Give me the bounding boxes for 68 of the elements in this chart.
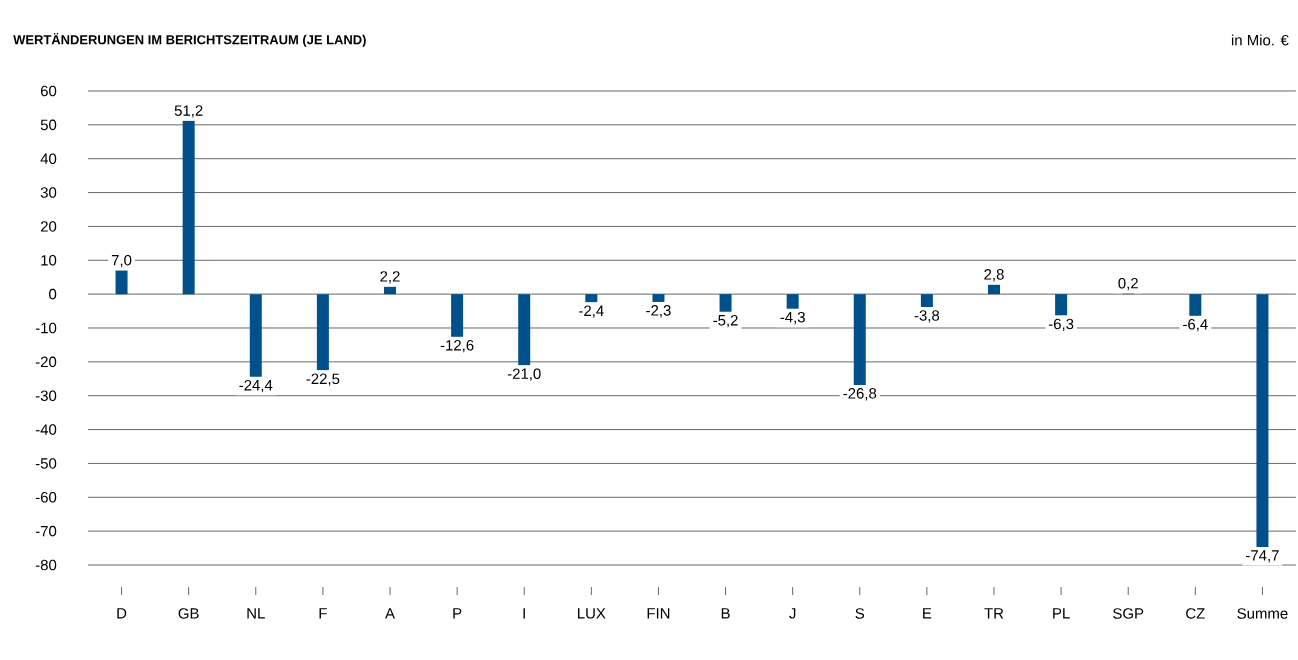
x-tick-label: LUX <box>578 608 606 619</box>
data-label: -6,4 <box>1183 319 1208 332</box>
y-tick-label: -60 <box>35 491 57 503</box>
data-label: -21,0 <box>507 368 541 381</box>
x-tick-label: TR <box>984 608 1004 619</box>
x-tick-label: I <box>523 608 525 619</box>
y-tick-label: -50 <box>35 458 57 469</box>
bar <box>182 120 195 295</box>
bar <box>920 294 933 307</box>
y-tick-label: 60 <box>40 85 57 97</box>
y-tick-label: -80 <box>35 559 57 571</box>
data-label: -24,4 <box>239 379 273 393</box>
data-label: -26,8 <box>843 388 877 401</box>
x-tick-label: A <box>385 608 395 619</box>
data-label: -6,3 <box>1048 318 1074 332</box>
data-label: -12,6 <box>440 339 474 353</box>
y-tick-label: -20 <box>35 356 57 368</box>
y-tick-label: 10 <box>41 254 57 266</box>
bar <box>853 294 866 385</box>
chart-title: WERTÄNDERUNGEN IM BERICHTSZEITRAUM (JE LAND) <box>13 33 366 47</box>
data-label: -3,8 <box>914 310 940 323</box>
y-tick-label: 20 <box>40 221 57 232</box>
data-label: -74,7 <box>1246 550 1279 563</box>
data-label: 51,2 <box>174 105 203 118</box>
x-tick-label: E <box>923 608 932 619</box>
bar <box>786 294 799 309</box>
x-tick-label: P <box>453 608 462 619</box>
y-tick-label: -40 <box>35 424 57 435</box>
y-tick-label: -70 <box>35 525 57 537</box>
x-tick-label: FIN <box>647 608 670 619</box>
data-label: -2,3 <box>646 305 671 318</box>
bar <box>652 294 665 302</box>
bar <box>1256 294 1269 548</box>
bar <box>316 294 329 371</box>
data-label: -22,5 <box>306 373 340 386</box>
y-axis-title: in Mio. € <box>1231 34 1289 46</box>
bar <box>384 286 396 295</box>
data-label: -2,4 <box>579 305 604 318</box>
data-label: 7,0 <box>111 254 132 268</box>
y-tick-label: 0 <box>49 288 57 300</box>
bar <box>518 294 531 366</box>
x-tick-label: CZ <box>1186 608 1205 619</box>
x-tick-label: F <box>319 608 327 619</box>
x-tick-label: D <box>117 608 127 619</box>
bar <box>987 284 1000 295</box>
y-tick-label: -10 <box>35 322 57 334</box>
x-tick-label: NL <box>247 608 265 619</box>
y-tick-label: 40 <box>40 153 57 164</box>
x-tick-label: Summe <box>1237 608 1288 619</box>
data-label: 0,2 <box>1118 277 1138 291</box>
x-tick-label: SGP <box>1113 608 1144 619</box>
x-tick-label: GB <box>178 608 199 619</box>
x-tick-label: J <box>789 608 796 619</box>
y-tick-label: 50 <box>40 119 57 131</box>
bar <box>585 294 598 303</box>
bar <box>1055 294 1068 316</box>
y-tick-label: -30 <box>35 390 57 401</box>
x-tick-label: B <box>721 608 730 619</box>
data-label: 2,2 <box>380 271 400 284</box>
bar <box>719 294 732 312</box>
bar <box>1189 294 1202 316</box>
data-label: -5,2 <box>713 314 738 328</box>
y-tick-label: 30 <box>40 187 57 198</box>
bar <box>249 294 262 377</box>
data-label: -4,3 <box>780 311 805 325</box>
x-tick-label: S <box>855 608 865 619</box>
x-tick-label: PL <box>1053 608 1070 619</box>
data-label: 2,8 <box>984 269 1004 282</box>
